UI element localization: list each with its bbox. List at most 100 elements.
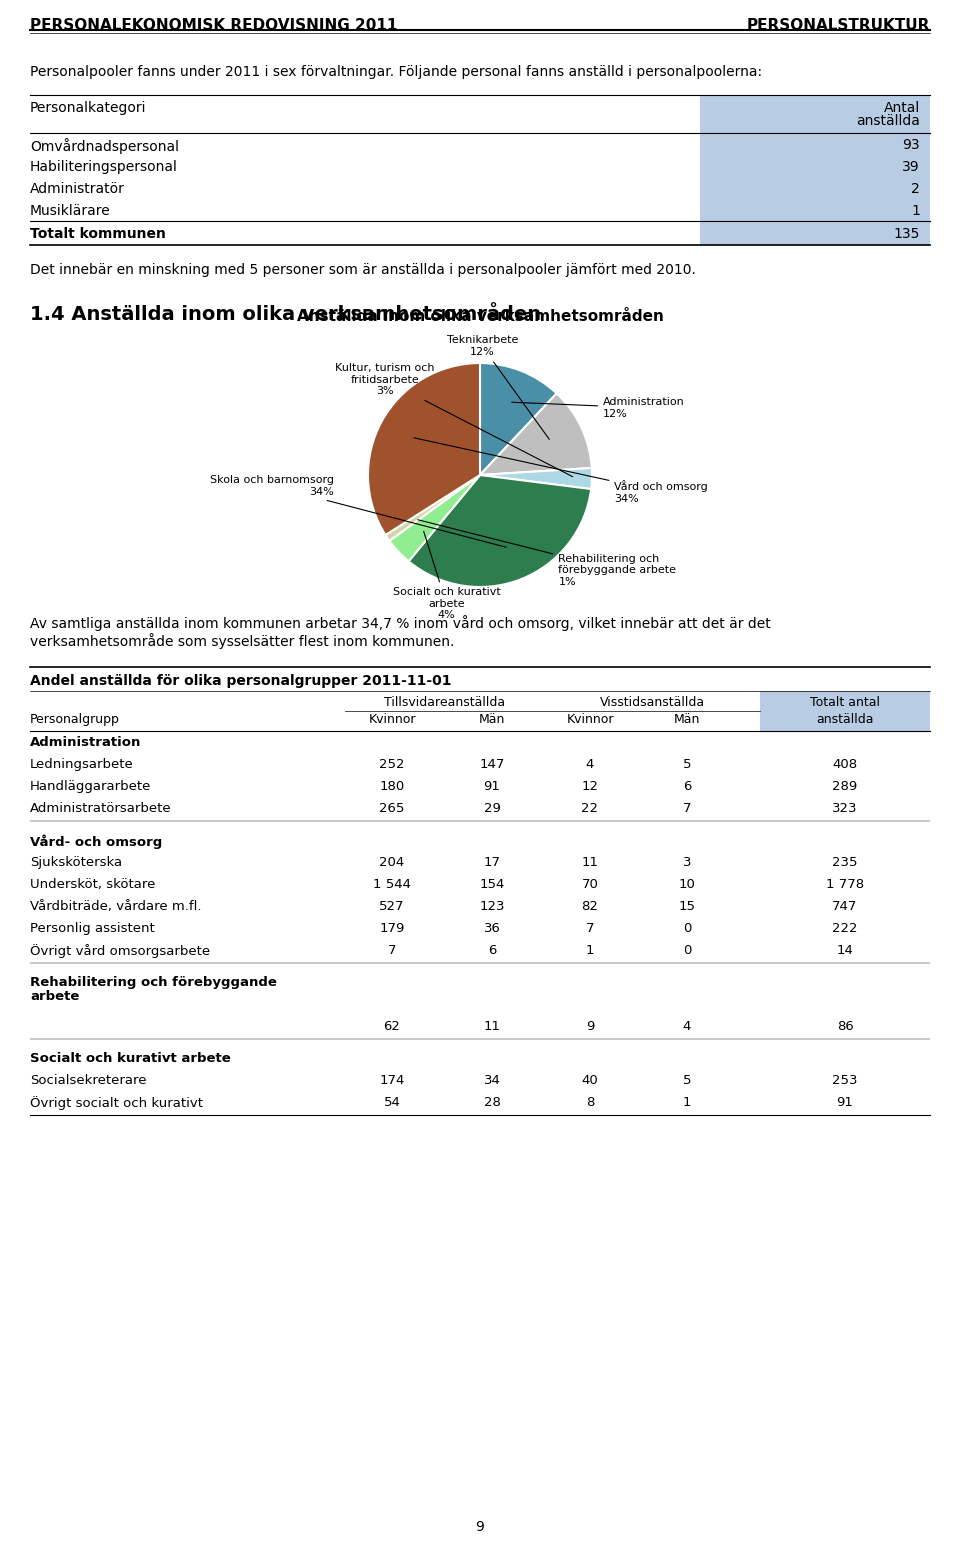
Text: 12: 12 — [582, 780, 598, 794]
Text: Socialt och kurativt
arbete
4%: Socialt och kurativt arbete 4% — [393, 532, 500, 621]
Text: Andel anställda för olika personalgrupper 2011-11-01: Andel anställda för olika personalgruppe… — [30, 673, 451, 687]
Text: Kvinnor: Kvinnor — [369, 713, 416, 726]
Text: 179: 179 — [379, 922, 405, 935]
Text: PERSONALEKONOMISK REDOVISNING 2011: PERSONALEKONOMISK REDOVISNING 2011 — [30, 18, 397, 32]
Text: 0: 0 — [683, 945, 691, 957]
Text: Habiliteringspersonal: Habiliteringspersonal — [30, 160, 178, 174]
Text: 82: 82 — [582, 900, 598, 912]
Text: 14: 14 — [836, 945, 853, 957]
Text: Ledningsarbete: Ledningsarbete — [30, 758, 133, 770]
Text: Administration
12%: Administration 12% — [512, 398, 684, 419]
Text: 0: 0 — [683, 922, 691, 935]
Text: Administration: Administration — [30, 737, 141, 749]
Wedge shape — [390, 475, 480, 561]
Text: 1: 1 — [683, 1096, 691, 1110]
Text: 408: 408 — [832, 758, 857, 770]
Bar — [700, 133, 930, 156]
Text: 17: 17 — [484, 855, 500, 869]
Text: 253: 253 — [832, 1074, 857, 1086]
Text: 265: 265 — [379, 801, 405, 815]
Text: Vård- och omsorg: Vård- och omsorg — [30, 834, 162, 849]
Text: 8: 8 — [586, 1096, 594, 1110]
Text: Personalgrupp: Personalgrupp — [30, 713, 120, 726]
Text: 1 544: 1 544 — [373, 878, 411, 891]
Text: Personalpooler fanns under 2011 i sex förvaltningar. Följande personal fanns ans: Personalpooler fanns under 2011 i sex fö… — [30, 65, 762, 79]
Text: Antal: Antal — [884, 102, 920, 116]
Text: Kvinnor: Kvinnor — [566, 713, 613, 726]
Text: Män: Män — [674, 713, 700, 726]
Text: Skola och barnomsorg
34%: Skola och barnomsorg 34% — [210, 476, 506, 547]
Text: Kultur, turism och
fritidsarbete
3%: Kultur, turism och fritidsarbete 3% — [335, 364, 573, 476]
Text: Män: Män — [479, 713, 505, 726]
Text: 252: 252 — [379, 758, 405, 770]
Text: 147: 147 — [479, 758, 505, 770]
Text: 22: 22 — [582, 801, 598, 815]
Text: 5: 5 — [683, 758, 691, 770]
Text: 135: 135 — [894, 227, 920, 240]
Text: Rehabilitering och förebyggande: Rehabilitering och förebyggande — [30, 975, 276, 989]
Wedge shape — [368, 364, 480, 535]
Text: 2: 2 — [911, 182, 920, 196]
Text: Rehabilitering och
förebyggande arbete
1%: Rehabilitering och förebyggande arbete 1… — [418, 519, 677, 587]
Text: 93: 93 — [902, 139, 920, 153]
Text: 7: 7 — [388, 945, 396, 957]
Text: 180: 180 — [379, 780, 404, 794]
Bar — [700, 199, 930, 220]
Text: 6: 6 — [683, 780, 691, 794]
Text: 1.4 Anställda inom olika verksamhetsområden: 1.4 Anställda inom olika verksamhetsområ… — [30, 305, 541, 324]
Text: 123: 123 — [479, 900, 505, 912]
Text: 10: 10 — [679, 878, 695, 891]
Text: 7: 7 — [586, 922, 594, 935]
Text: Socialsekreterare: Socialsekreterare — [30, 1074, 147, 1086]
Text: Handläggararbete: Handläggararbete — [30, 780, 152, 794]
Text: 6: 6 — [488, 945, 496, 957]
Text: 1 778: 1 778 — [826, 878, 864, 891]
Text: PERSONALSTRUKTUR: PERSONALSTRUKTUR — [747, 18, 930, 32]
Text: 91: 91 — [484, 780, 500, 794]
Text: Musiklärare: Musiklärare — [30, 203, 110, 217]
Text: 9: 9 — [586, 1020, 594, 1032]
Text: 62: 62 — [384, 1020, 400, 1032]
Text: 747: 747 — [832, 900, 857, 912]
Text: verksamhetsområde som sysselsätter flest inom kommunen.: verksamhetsområde som sysselsätter flest… — [30, 633, 454, 649]
Text: Tillsvidareanställda: Tillsvidareanställda — [384, 697, 506, 709]
Wedge shape — [480, 364, 557, 475]
Bar — [760, 690, 930, 730]
Text: Administratör: Administratör — [30, 182, 125, 196]
Text: 54: 54 — [384, 1096, 400, 1110]
Text: 1: 1 — [586, 945, 594, 957]
Text: anställda: anställda — [816, 713, 874, 726]
Text: Teknikarbete
12%: Teknikarbete 12% — [446, 336, 549, 439]
Text: 1: 1 — [911, 203, 920, 217]
Wedge shape — [480, 468, 592, 488]
Text: Personalkategori: Personalkategori — [30, 102, 147, 116]
Text: 5: 5 — [683, 1074, 691, 1086]
Text: 39: 39 — [902, 160, 920, 174]
Text: 34: 34 — [484, 1074, 500, 1086]
Text: Totalt kommunen: Totalt kommunen — [30, 227, 166, 240]
Text: 86: 86 — [836, 1020, 853, 1032]
Text: 235: 235 — [832, 855, 857, 869]
Text: 174: 174 — [379, 1074, 405, 1086]
Text: arbete: arbete — [30, 989, 80, 1003]
Text: Administratörsarbete: Administratörsarbete — [30, 801, 172, 815]
Text: 91: 91 — [836, 1096, 853, 1110]
Title: Anställda inom olika verksamhetsområden: Anställda inom olika verksamhetsområden — [297, 310, 663, 324]
Text: 40: 40 — [582, 1074, 598, 1086]
Text: Vårdbiträde, vårdare m.fl.: Vårdbiträde, vårdare m.fl. — [30, 900, 202, 912]
Text: 28: 28 — [484, 1096, 500, 1110]
Text: 3: 3 — [683, 855, 691, 869]
Text: 4: 4 — [586, 758, 594, 770]
Text: Undersköt, skötare: Undersköt, skötare — [30, 878, 156, 891]
Text: 11: 11 — [484, 1020, 500, 1032]
Text: anställda: anställda — [856, 114, 920, 128]
Bar — [700, 220, 930, 245]
Text: Vård och omsorg
34%: Vård och omsorg 34% — [414, 438, 708, 504]
Text: Det innebär en minskning med 5 personer som är anställda i personalpooler jämför: Det innebär en minskning med 5 personer … — [30, 264, 696, 277]
Bar — [700, 177, 930, 199]
Text: 527: 527 — [379, 900, 405, 912]
Text: 15: 15 — [679, 900, 695, 912]
Text: 204: 204 — [379, 855, 404, 869]
Text: 29: 29 — [484, 801, 500, 815]
Wedge shape — [409, 475, 591, 587]
